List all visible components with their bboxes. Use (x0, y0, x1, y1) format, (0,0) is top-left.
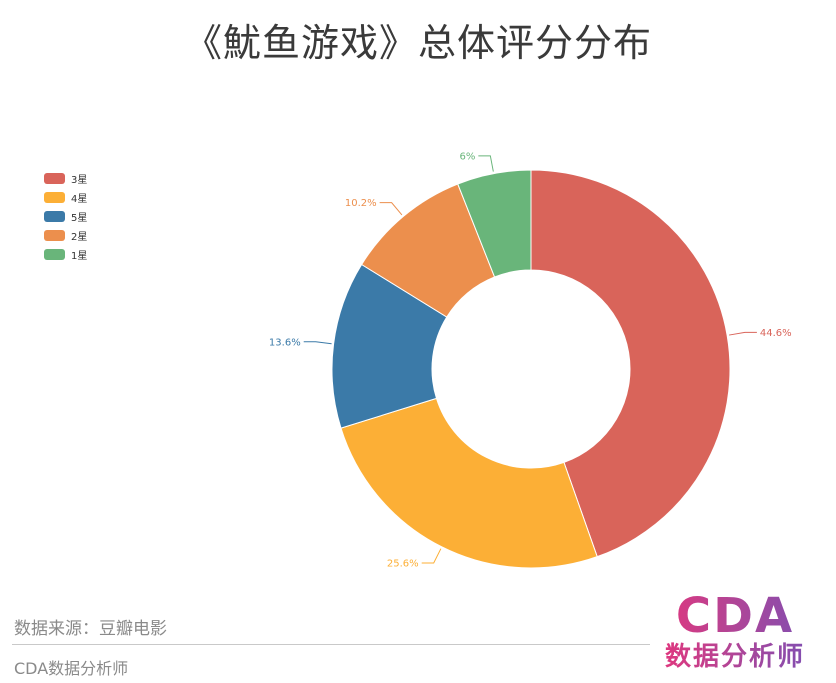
legend-item-1star[interactable]: 1星 (44, 247, 88, 262)
legend-swatch (44, 172, 65, 184)
data-label-5star: 13.6% (269, 337, 301, 348)
legend-swatch (44, 248, 65, 260)
data-label-1star: 6% (459, 151, 475, 162)
data-label-2star: 10.2% (345, 198, 377, 209)
leader-line-5star (303, 341, 332, 345)
data-labels-group: 44.6% 25.6% 13.6% 10.2% 6% (269, 151, 792, 569)
chart-title: 《魷鱼游戏》总体评分分布 (183, 21, 652, 65)
leader-line-4star (421, 548, 442, 564)
leader-lines-group (303, 155, 757, 564)
legend: 3星 4星 5星 2星 1星 (44, 171, 88, 262)
footer-divider (12, 644, 650, 645)
legend-swatch (44, 191, 65, 203)
leader-line-3star (729, 331, 757, 336)
legend-item-3star[interactable]: 3星 (44, 171, 88, 186)
logo-sub-text: 数据分析师 (650, 640, 820, 674)
data-label-4star: 25.6% (387, 558, 419, 569)
logo-main-text: CDA (650, 592, 820, 640)
legend-swatch (44, 229, 65, 241)
slices-group (331, 169, 731, 569)
leader-line-2star (379, 202, 403, 216)
legend-item-2star[interactable]: 2星 (44, 228, 88, 243)
data-source-label: 数据来源：豆瓣电影 (14, 619, 167, 639)
data-label-3star: 44.6% (760, 328, 792, 339)
footer-brand-text: CDA数据分析师 (14, 659, 129, 678)
legend-item-4star[interactable]: 4星 (44, 190, 88, 205)
legend-item-5star[interactable]: 5星 (44, 209, 88, 224)
cda-logo: CDA 数据分析师 (650, 592, 820, 674)
slice-1star (457, 169, 532, 278)
legend-label: 1星 (71, 250, 88, 262)
legend-label: 4星 (71, 193, 88, 205)
slice-3star (530, 169, 731, 558)
slice-4star (340, 397, 598, 569)
leader-line-1star (478, 155, 494, 172)
legend-label: 5星 (71, 212, 88, 224)
legend-label: 2星 (71, 231, 88, 243)
legend-swatch (44, 210, 65, 222)
legend-label: 3星 (71, 174, 88, 186)
